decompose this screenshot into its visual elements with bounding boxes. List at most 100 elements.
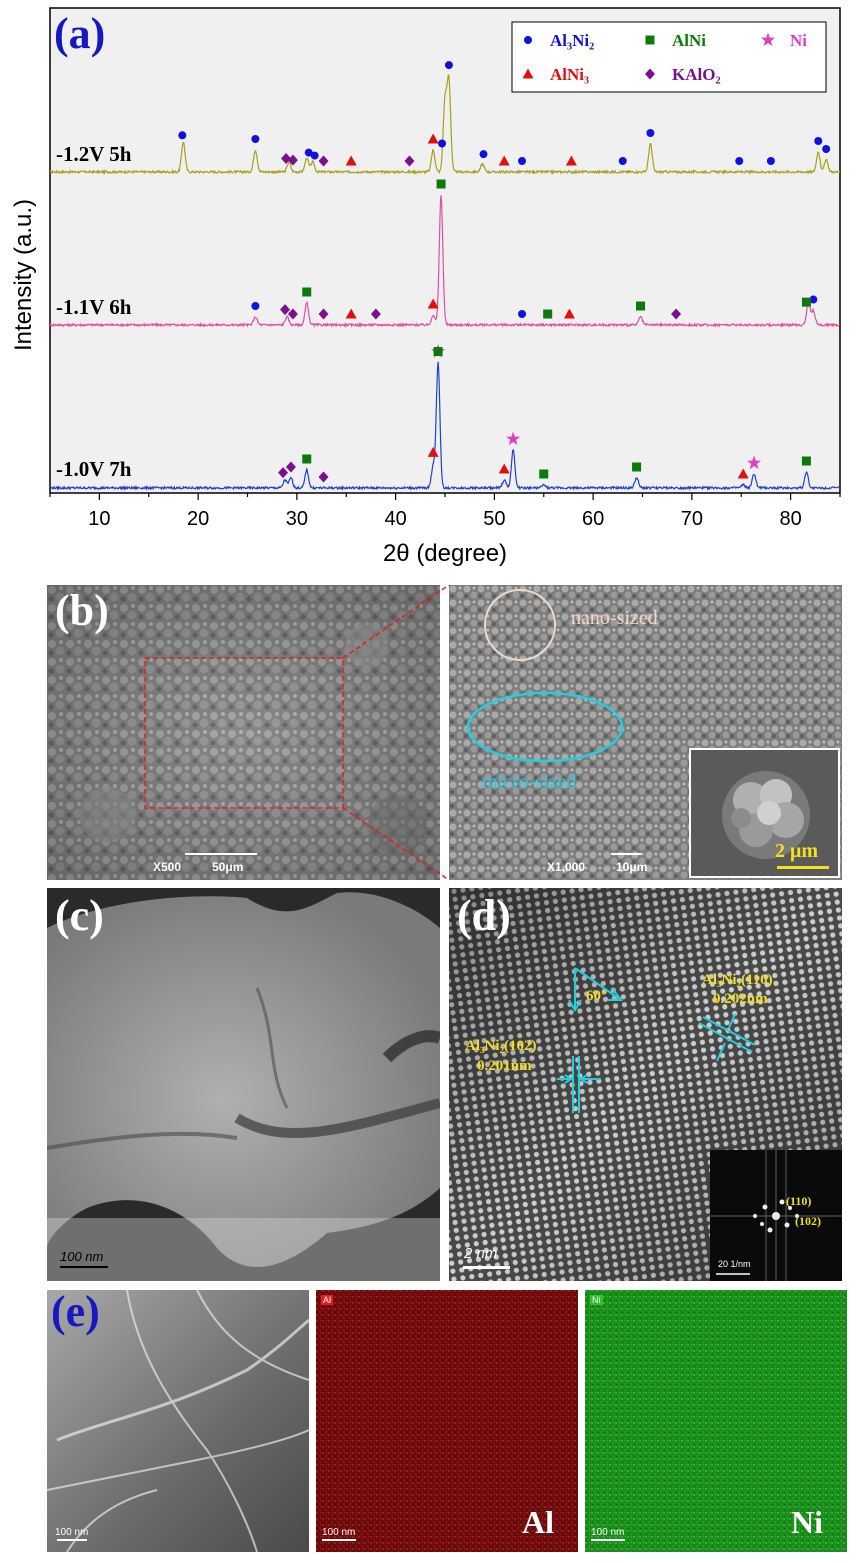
square-marker xyxy=(302,287,312,297)
panel-a-label: (a) xyxy=(54,9,106,58)
legend-square-icon xyxy=(645,35,655,45)
square-marker xyxy=(636,301,646,311)
circle-marker xyxy=(251,135,260,143)
legend-label: Ni xyxy=(790,31,807,50)
scalebar-left xyxy=(185,853,257,855)
spacing1-label: 0.201nm xyxy=(477,1058,532,1074)
x-tick-label: 20 xyxy=(187,508,209,530)
ni-map-tag: Ni xyxy=(590,1295,603,1305)
diamond-marker xyxy=(370,308,381,320)
zoom-connector-lines xyxy=(342,585,450,881)
x-tick-label: 60 xyxy=(582,508,604,530)
tem-image: (c) 100 nm xyxy=(47,888,440,1281)
triangle-marker xyxy=(427,133,439,144)
xrd-chart: 10 20 30 40 50 60 70 80 Al₃Ni₂ AlNi Ni AlNi₃ KAlO₂ xyxy=(49,7,841,530)
micro-region-ellipse xyxy=(466,691,624,763)
circle-marker xyxy=(178,131,187,140)
square-marker xyxy=(539,469,549,479)
triangle-marker xyxy=(498,463,510,474)
stem-scale-text: 100 nm xyxy=(55,1527,89,1538)
triangle-marker xyxy=(498,155,510,166)
scalebar-right xyxy=(611,853,641,855)
fft-label-110: (110) xyxy=(786,1194,812,1208)
legend-label: Al₃Ni₂ xyxy=(550,31,594,50)
square-marker xyxy=(436,179,446,189)
legend-label: AlNi₃ xyxy=(550,65,589,84)
hrtem-image: (d) 60° Al₃Ni₂(102) 0.201nm Al₃Ni₂(110) … xyxy=(449,888,842,1281)
fft-scale-text: 20 1/nm xyxy=(718,1259,751,1269)
al-scale-text: 100 nm xyxy=(322,1527,356,1538)
panel-b-label: (b) xyxy=(55,586,109,635)
diamond-marker xyxy=(404,155,415,167)
legend-label: KAlO₂ xyxy=(672,65,721,84)
al-map-tag: Al xyxy=(321,1295,334,1305)
x-axis-label: 2θ (degree) xyxy=(382,540,508,567)
magnification-right: X1,000 xyxy=(547,860,586,874)
x-tick-label: 10 xyxy=(88,508,110,530)
series-label-1: -1.2V 5h xyxy=(56,142,132,166)
triangle-marker xyxy=(427,446,439,457)
ni-scale-text: 100 nm xyxy=(591,1527,625,1538)
series-line-2 xyxy=(49,195,841,329)
square-marker xyxy=(801,456,811,466)
panel-d-label: (d) xyxy=(457,891,511,940)
series-label-3: -1.0V 7h xyxy=(56,457,132,481)
plane1-label: Al₃Ni₂(102) xyxy=(465,1038,537,1054)
circle-marker xyxy=(814,136,823,145)
diamond-marker xyxy=(318,308,329,320)
xrd-panel: Intensity (a.u.) 10 20 30 40 50 60 70 80 Al₃Ni₂… xyxy=(0,0,860,575)
magnification-left: X500 xyxy=(153,860,182,874)
circle-marker xyxy=(822,144,831,153)
al-map-label: Al xyxy=(522,1504,554,1540)
tem-scale-text: 100 nm xyxy=(60,1249,104,1264)
annotation-nano: nano-sized xyxy=(571,607,658,629)
circle-marker xyxy=(735,157,744,165)
nano-region-circle xyxy=(484,589,556,661)
sem-right-image: nano-sized micro-sized X1,000 10μm 2 μm xyxy=(449,585,842,880)
triangle-marker xyxy=(345,308,357,319)
tem-scalebar xyxy=(60,1266,108,1268)
diamond-marker xyxy=(278,467,289,479)
sem-left-image: (b) X500 50μm xyxy=(47,585,440,880)
diamond-marker xyxy=(287,154,298,166)
circle-marker xyxy=(479,150,488,159)
inset-scale-text: 2 μm xyxy=(775,840,818,862)
spacing2-label: 0.202nm xyxy=(713,991,768,1007)
star-marker xyxy=(747,455,762,470)
diamond-marker xyxy=(281,153,292,165)
diamond-marker xyxy=(285,461,296,473)
circle-marker xyxy=(518,157,527,165)
diamond-marker xyxy=(287,308,298,320)
circle-marker xyxy=(646,129,655,137)
diamond-marker xyxy=(671,308,682,320)
plane2-label: Al₃Ni₂(110) xyxy=(702,972,773,988)
series-line-3 xyxy=(49,361,841,491)
x-tick-label: 30 xyxy=(286,508,308,530)
eds-map-ni: Ni Ni 100 nm xyxy=(585,1290,847,1552)
circle-marker xyxy=(618,157,627,165)
annotation-micro: micro-sized xyxy=(482,771,577,793)
triangle-marker xyxy=(563,308,575,319)
fft-label-102: (102) xyxy=(795,1214,821,1228)
circle-marker xyxy=(809,295,818,304)
legend-diamond-icon xyxy=(645,68,655,80)
legend-label: AlNi xyxy=(672,31,706,50)
legend-star-icon xyxy=(760,32,776,47)
star-marker xyxy=(506,431,521,446)
triangle-marker xyxy=(345,155,357,166)
circle-marker xyxy=(766,157,775,165)
series-line-1 xyxy=(50,74,841,176)
fft-inset: (110) (102) 20 1/nm xyxy=(710,1150,842,1281)
square-marker xyxy=(543,309,553,319)
ni-map-label: Ni xyxy=(791,1504,823,1540)
diamond-marker xyxy=(280,304,291,316)
circle-marker xyxy=(310,151,319,160)
square-marker xyxy=(801,297,811,307)
square-marker xyxy=(433,347,443,357)
square-marker xyxy=(302,454,312,464)
x-tick-label: 70 xyxy=(681,508,703,530)
diamond-marker xyxy=(318,471,329,483)
hrtem-scale-text: 2 nm xyxy=(464,1245,498,1262)
triangle-marker xyxy=(427,298,439,309)
circle-marker xyxy=(438,139,447,148)
